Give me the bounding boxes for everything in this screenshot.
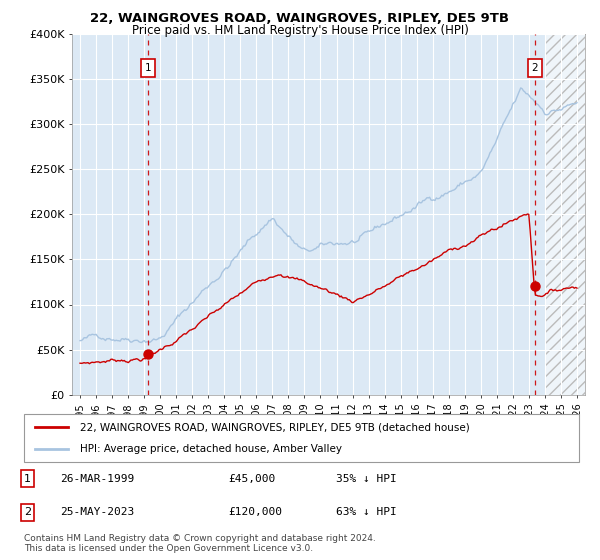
Text: 1: 1 (24, 474, 31, 484)
Text: £45,000: £45,000 (228, 474, 275, 484)
Text: 22, WAINGROVES ROAD, WAINGROVES, RIPLEY, DE5 9TB: 22, WAINGROVES ROAD, WAINGROVES, RIPLEY,… (91, 12, 509, 25)
FancyBboxPatch shape (24, 414, 579, 462)
Text: Price paid vs. HM Land Registry's House Price Index (HPI): Price paid vs. HM Land Registry's House … (131, 24, 469, 36)
Text: 2: 2 (532, 63, 538, 73)
Bar (545, 34, 600, 395)
Text: 1: 1 (145, 63, 151, 73)
Text: Contains HM Land Registry data © Crown copyright and database right 2024.
This d: Contains HM Land Registry data © Crown c… (24, 534, 376, 553)
Text: 22, WAINGROVES ROAD, WAINGROVES, RIPLEY, DE5 9TB (detached house): 22, WAINGROVES ROAD, WAINGROVES, RIPLEY,… (79, 422, 469, 432)
Text: 2: 2 (24, 507, 31, 517)
Text: 63% ↓ HPI: 63% ↓ HPI (336, 507, 397, 517)
Bar (545, 34, 600, 395)
Text: £120,000: £120,000 (228, 507, 282, 517)
Text: HPI: Average price, detached house, Amber Valley: HPI: Average price, detached house, Ambe… (79, 444, 341, 454)
Text: 25-MAY-2023: 25-MAY-2023 (60, 507, 134, 517)
Text: 26-MAR-1999: 26-MAR-1999 (60, 474, 134, 484)
Text: 35% ↓ HPI: 35% ↓ HPI (336, 474, 397, 484)
